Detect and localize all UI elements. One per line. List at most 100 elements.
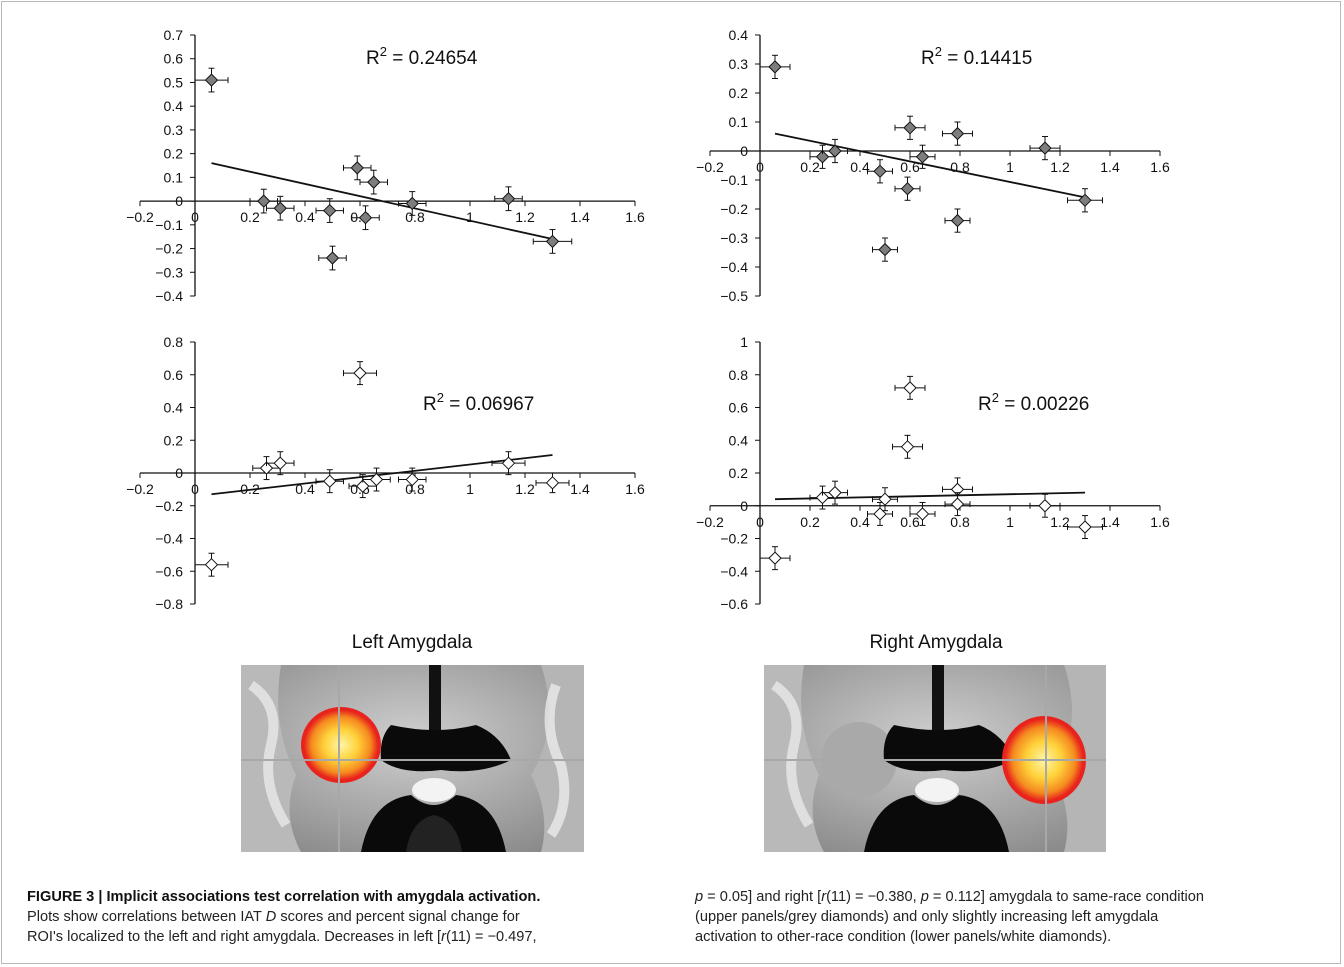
grey-diamond-marker — [204, 73, 219, 87]
x-tick-label: 0.6 — [900, 514, 920, 530]
x-tick-label: 1.4 — [1100, 159, 1120, 175]
caption-left: FIGURE 3 | Implicit associations test co… — [27, 887, 667, 947]
y-tick-label: 0.4 — [729, 27, 749, 43]
r-squared-label: R2 = 0.00226 — [978, 390, 1089, 415]
grey-diamond-marker — [405, 196, 419, 211]
grey-diamond-marker — [915, 150, 930, 164]
y-tick-label: −0.1 — [720, 172, 748, 188]
x-tick-label: 1 — [1006, 514, 1014, 530]
y-tick-label: −0.2 — [155, 241, 183, 257]
grey-diamond-marker — [325, 251, 340, 265]
y-tick-label: 0.4 — [164, 400, 184, 416]
x-tick-label: 1 — [1006, 159, 1014, 175]
data-point — [532, 229, 573, 254]
grey-diamond-marker — [273, 201, 287, 215]
grey-diamond-marker — [545, 234, 560, 249]
data-point — [398, 467, 427, 492]
grey-diamond-marker — [903, 121, 917, 135]
data-point — [894, 115, 926, 140]
scatter-panel-upper-right: 0.4 0.3 0.2 0.1 0 −0.1 −0.2 −0.3 −0.4 −0.5 −0.2 0 0.… — [690, 20, 1210, 310]
caption-line: p = 0.05] and right [r(11) = −0.380, p =… — [695, 887, 1335, 907]
data-point — [491, 451, 526, 476]
data-point — [359, 169, 388, 195]
data-point — [909, 501, 936, 526]
grey-diamond-marker — [358, 210, 373, 225]
white-diamond-marker — [915, 507, 930, 521]
x-tick-label: 1.2 — [515, 481, 535, 497]
right-amygdala-label: Right Amygdala — [869, 632, 1003, 653]
y-tick-label: 0.6 — [164, 51, 184, 67]
white-diamond-marker — [273, 456, 287, 470]
data-point — [944, 492, 971, 517]
y-tick-label: 0.6 — [164, 367, 184, 383]
white-diamond-marker — [878, 492, 892, 506]
y-tick-label: 0.4 — [164, 98, 184, 114]
grey-diamond-marker — [873, 164, 887, 179]
chart-svg: 0.70.60.50.40.30.20.10−0.1−0.2−0.3−0.4−0… — [126, 27, 645, 304]
data-point — [909, 144, 936, 169]
white-diamond-marker — [815, 490, 830, 505]
chart-svg: 1 0.8 0.6 0.4 0.2 0 −0.2 −0.4 −0.6 −0.2 0 0.2 0.4 0.6… — [696, 334, 1170, 612]
y-tick-label: 0.1 — [164, 169, 184, 185]
r-squared-label: R2 = 0.06967 — [423, 390, 534, 415]
right-amygdala-brain-image — [764, 665, 1106, 852]
y-tick-label: 0 — [740, 143, 748, 159]
x-tick-label: −0.2 — [126, 209, 154, 225]
y-tick-label: −0.1 — [155, 217, 183, 233]
y-tick-label: 0 — [175, 193, 183, 209]
y-tick-label: −0.5 — [720, 288, 748, 304]
data-point — [759, 546, 791, 571]
x-tick-label: 1.6 — [1150, 514, 1170, 530]
white-diamond-marker — [903, 381, 917, 395]
trend-line — [774, 132, 1086, 199]
trend-line — [211, 454, 553, 496]
r-squared-label: R2 = 0.24654 — [366, 44, 478, 69]
caption-text: (11) = −0.497, — [445, 929, 537, 945]
grey-diamond-marker — [950, 213, 965, 228]
grey-diamond-marker — [878, 242, 892, 257]
data-point — [494, 186, 523, 212]
x-tick-label: 0.2 — [800, 514, 820, 530]
x-tick-label: 0.8 — [405, 209, 425, 225]
data-point — [318, 245, 347, 271]
grey-diamond-marker — [1078, 193, 1092, 208]
data-point — [822, 138, 848, 164]
scatter-panel-lower-right: 1 0.8 0.6 0.4 0.2 0 −0.2 −0.4 −0.6 −0.2 0 0.2 0.4 0.6… — [690, 330, 1210, 620]
scatter-panel-upper-left: 0.7 0.6 0.5 0.4 0.3 0.2 0.1 0 −0.1 −0.2 −0.3 −0.4 −0… — [126, 20, 660, 310]
y-tick-label: 0 — [175, 465, 183, 481]
x-tick-label: 0.4 — [295, 209, 315, 225]
data-point — [252, 456, 281, 481]
x-tick-label: 1 — [466, 209, 474, 225]
y-tick-label: 0.2 — [729, 85, 749, 101]
data-point — [1067, 188, 1103, 213]
y-tick-label: −0.8 — [155, 596, 183, 612]
y-tick-label: −0.4 — [155, 531, 183, 547]
caption-text: scores and percent signal change for — [276, 909, 520, 925]
x-tick-label: 1.6 — [625, 481, 645, 497]
x-tick-label: −0.2 — [696, 514, 724, 530]
caption-line: (upper panels/grey diamonds) and only sl… — [695, 909, 1159, 925]
r-squared-label: R2 = 0.14415 — [921, 44, 1032, 69]
figure-caption-title: FIGURE 3 | Implicit associations test co… — [27, 889, 541, 905]
caption-text: r — [821, 889, 827, 905]
x-tick-label: 1.4 — [570, 209, 590, 225]
white-diamond-marker — [950, 497, 965, 511]
y-tick-label: 0.2 — [164, 146, 184, 162]
data-point — [194, 552, 229, 577]
data-point — [249, 188, 278, 214]
y-tick-label: 0.8 — [164, 334, 184, 350]
scatter-panel-lower-left: 0.80.60.40.20−0.2−0.4−0.6−0.8−0.200.20.4… — [126, 330, 660, 620]
data-point — [867, 159, 893, 184]
caption-text: p — [695, 889, 704, 905]
grey-diamond-marker — [257, 194, 271, 208]
data-point — [894, 176, 921, 201]
y-tick-label: 0.3 — [729, 56, 749, 72]
white-diamond-marker — [369, 472, 384, 487]
grey-diamond-marker — [828, 144, 842, 158]
grey-diamond-marker — [1038, 141, 1052, 155]
x-tick-label: 0.4 — [295, 481, 315, 497]
data-point — [822, 480, 848, 505]
data-point — [398, 191, 427, 216]
y-tick-label: 0 — [740, 498, 748, 514]
